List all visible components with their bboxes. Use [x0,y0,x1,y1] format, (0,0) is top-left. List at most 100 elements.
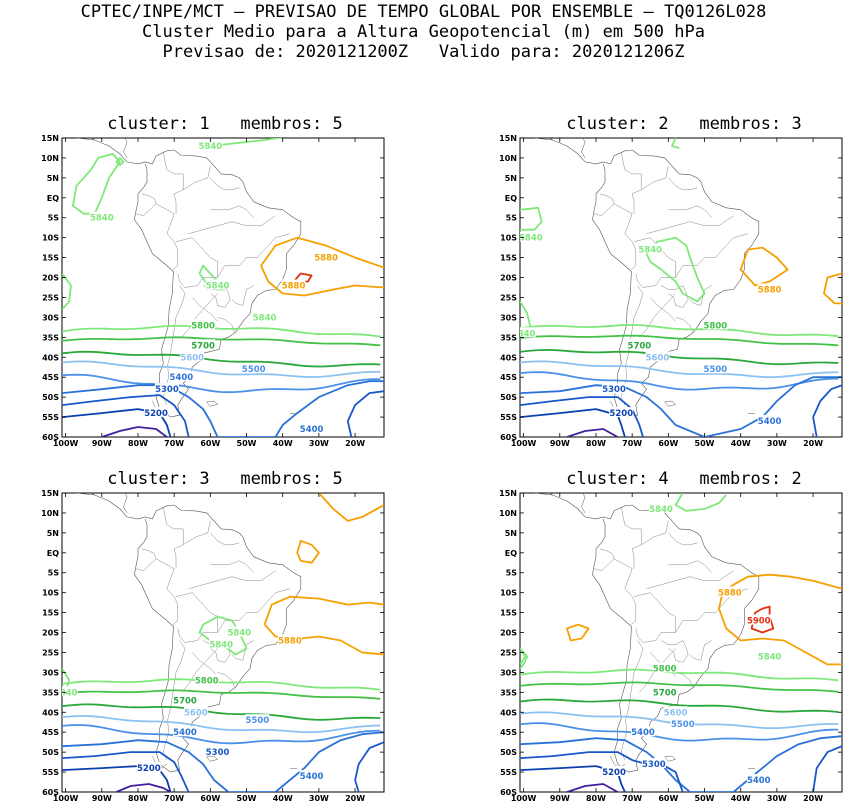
contour-line [520,349,839,366]
contour-label-bg [314,251,339,262]
country-border [183,520,211,545]
country-border [621,640,644,761]
country-border [181,293,218,338]
lat-label: 30S [500,668,517,677]
contour-line [263,623,384,656]
country-border [668,560,712,573]
country-border [210,205,254,218]
country-border [192,297,218,322]
country-border [689,285,712,306]
lat-label: 50S [42,393,59,402]
contour-line [263,595,384,625]
coastline-caribbean [123,493,128,514]
contour-line [318,493,384,522]
contour-label: 5800 [191,321,215,331]
country-border [646,570,734,589]
country-border [188,570,276,589]
lat-label: 55S [42,768,59,777]
contour-label-bg [194,674,219,685]
lat-label: 35S [42,688,59,697]
country-border [210,560,254,573]
lat-label: 45S [500,373,517,382]
country-border [621,151,642,214]
lat-label: 20S [42,629,59,638]
lat-label: 20S [500,629,517,638]
contour-label: 5840 [758,652,782,662]
contour-label-bg [205,279,230,290]
contour-line [62,394,190,437]
lon-label: 50W [695,439,715,448]
contour-line [62,324,381,338]
contour-label-bg [717,586,742,597]
contour-label-bg [757,650,782,661]
contour-label: 5600 [184,708,208,718]
lat-label: 15N [41,134,59,143]
contour-line [566,783,619,792]
contour-label-bg [663,706,688,717]
contour-line [62,715,381,734]
lat-label: EQ [47,194,59,203]
lat-label: 55S [500,768,517,777]
lon-label: 80W [586,439,606,448]
contour-line [520,371,839,391]
lat-label: 40S [500,353,517,362]
coastline [534,138,760,418]
map-panel-cluster-2: 5840 5840 5880 5840 5800 5700 5600 5500 5300 5200… [458,134,847,454]
country-border [675,233,748,278]
lat-label: EQ [47,549,59,558]
falkland-islands [664,400,677,407]
contour-line [520,334,839,347]
contour-label: 5880 [282,282,306,292]
lat-label: 15S [500,609,517,618]
contour-label: 5200 [144,409,168,419]
lat-label: 5S [48,214,60,223]
country-border [163,640,186,761]
contour-label: 5880 [718,589,742,599]
lon-label: 20W [803,794,823,803]
contour-line [62,731,384,792]
contour-line [62,336,381,347]
lon-label: 70W [622,794,642,803]
contour-label-bg [757,283,782,294]
contour-line [62,724,381,745]
contour-line [62,703,381,721]
lat-label: 45S [42,728,59,737]
contour-label-bg [245,714,270,725]
lon-label: 20W [345,794,365,803]
country-border [650,297,676,322]
map-panel-cluster-4: 5840 5880 5900 5840 5800 5700 5600 5500 5400 5200… [458,489,847,809]
contour-label: 5500 [704,365,728,375]
lat-label: 55S [42,413,59,422]
contour-label: 5800 [653,664,677,674]
contour-label-bg [746,614,771,625]
contour-line [296,539,320,564]
contour-label-bg [144,407,169,418]
contour-line [750,605,775,634]
lat-label: 10N [41,154,59,163]
contour-label: 5900 [747,617,771,627]
lat-label: 15N [499,489,517,498]
contour-label-bg [277,634,302,645]
contour-line [520,647,527,665]
contour-line [62,360,381,378]
contour-label: 5840 [227,629,251,639]
contour-label-bg [198,139,223,150]
lat-label: EQ [505,549,517,558]
lon-label: 40W [731,439,751,448]
contour-label-bg [89,211,114,222]
lon-label: 90W [92,794,112,803]
country-border [155,558,179,625]
lat-label: 5S [48,569,60,578]
lat-label: 30S [42,313,59,322]
lon-label: 20W [803,439,823,448]
contour-line [62,751,190,792]
contour-label: 5800 [704,321,728,331]
country-border [621,506,642,569]
country-border [136,548,157,571]
contour-label: 5400 [170,373,194,383]
contour-label: 5400 [758,417,782,427]
contour-label-bg [183,706,208,717]
contour-line [520,360,839,378]
contour-line [62,678,381,691]
country-border [231,285,254,306]
